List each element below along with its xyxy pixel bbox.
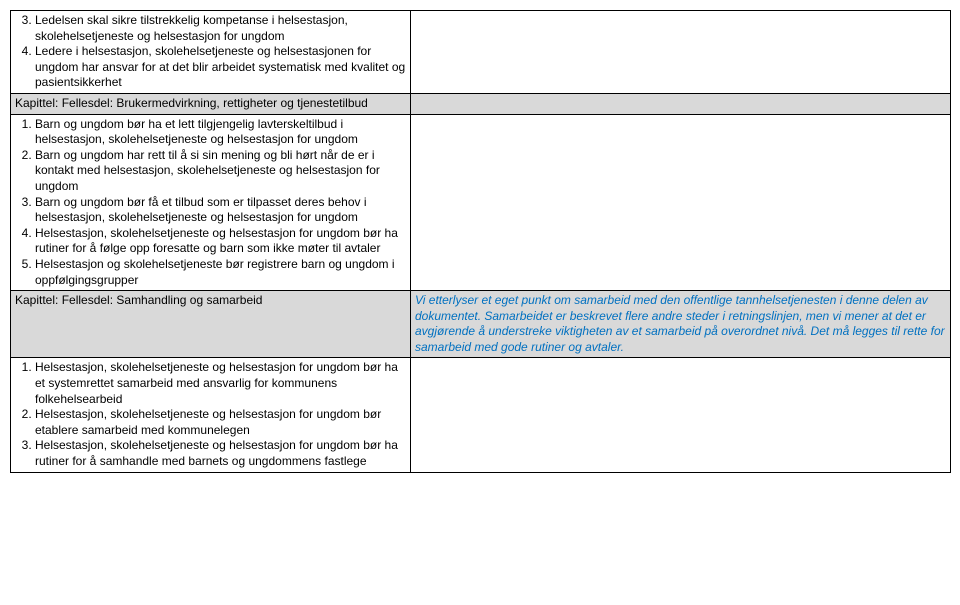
table-row: Ledelsen skal sikre tilstrekkelig kompet… — [11, 11, 951, 94]
item-text: Ledelsen skal sikre tilstrekkelig kompet… — [35, 13, 348, 43]
right-cell — [411, 114, 951, 291]
item-text: Helsestasjon, skolehelsetjeneste og hels… — [35, 407, 381, 437]
comment-text: Vi etterlyser et eget punkt om samarbeid… — [415, 293, 945, 354]
item-text: Ledere i helsestasjon, skolehelsetjenest… — [35, 44, 405, 89]
item-text: Helsestasjon, skolehelsetjeneste og hels… — [35, 360, 398, 405]
table-row: Helsestasjon, skolehelsetjeneste og hels… — [11, 358, 951, 472]
item-text: Barn og ungdom bør få et tilbud som er t… — [35, 195, 367, 225]
right-cell-comment: Vi etterlyser et eget punkt om samarbeid… — [411, 291, 951, 358]
left-cell: Barn og ungdom bør ha et lett tilgjengel… — [11, 114, 411, 291]
right-cell — [411, 93, 951, 114]
left-cell: Helsestasjon, skolehelsetjeneste og hels… — [11, 358, 411, 472]
right-cell — [411, 11, 951, 94]
left-cell-header: Kapittel: Fellesdel: Samhandling og sama… — [11, 291, 411, 358]
table-row: Kapittel: Fellesdel: Brukermedvirkning, … — [11, 93, 951, 114]
document-table: Ledelsen skal sikre tilstrekkelig kompet… — [10, 10, 951, 473]
item-text: Helsestasjon, skolehelsetjeneste og hels… — [35, 438, 398, 468]
left-cell-header: Kapittel: Fellesdel: Brukermedvirkning, … — [11, 93, 411, 114]
table-row: Barn og ungdom bør ha et lett tilgjengel… — [11, 114, 951, 291]
item-text: Barn og ungdom har rett til å si sin men… — [35, 148, 380, 193]
item-text: Helsestasjon og skolehelsetjeneste bør r… — [35, 257, 395, 287]
item-text: Barn og ungdom bør ha et lett tilgjengel… — [35, 117, 358, 147]
item-text: Helsestasjon, skolehelsetjeneste og hels… — [35, 226, 398, 256]
left-cell: Ledelsen skal sikre tilstrekkelig kompet… — [11, 11, 411, 94]
right-cell — [411, 358, 951, 472]
table-row: Kapittel: Fellesdel: Samhandling og sama… — [11, 291, 951, 358]
